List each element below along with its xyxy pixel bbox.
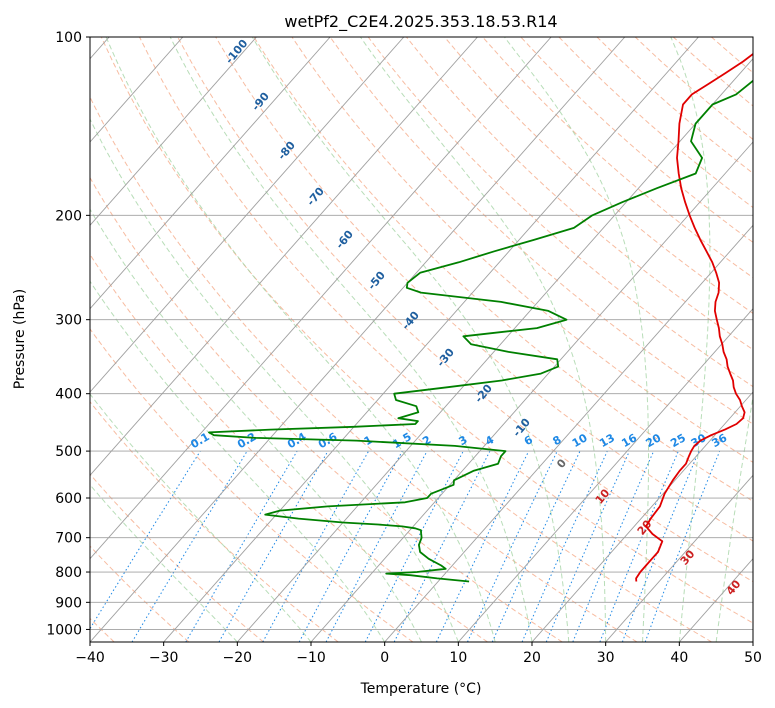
plot-frame [89, 36, 754, 643]
y-tick-label: 300 [55, 313, 82, 329]
isotherm-line [310, 141, 753, 642]
temperature-profile [635, 52, 753, 582]
isotherm-line [90, 37, 184, 143]
isotherm-line [605, 474, 753, 642]
dry-adiabat-line [253, 37, 753, 502]
profiles [208, 52, 753, 583]
x-axis-label: Temperature (°C) [360, 681, 482, 697]
x-tick-label: 0 [380, 650, 389, 666]
dry-adiabat-line [90, 400, 339, 642]
mixing-ratio-line [325, 450, 428, 642]
mixing-ratio-line [599, 450, 679, 642]
x-tick-label: 10 [449, 650, 467, 666]
isotherm-line [457, 307, 753, 642]
mixing-ratio-line [621, 450, 700, 642]
isotherm-line [90, 37, 626, 642]
isotherm-line [90, 37, 331, 310]
dry-adiabat-line [139, 37, 753, 624]
y-tick-label: 500 [55, 444, 82, 460]
isotherm-line [90, 37, 478, 477]
moist-adiabat-line [90, 393, 312, 642]
dry-adiabats [90, 37, 753, 642]
x-axis-ticks: −40 −30 −20 −10 0 10 20 30 40 50 [75, 642, 762, 666]
isotherm-line [90, 37, 257, 227]
moist-adiabat-line [504, 37, 649, 642]
mixing-ratio-line [644, 450, 721, 642]
y-tick-label: 700 [55, 531, 82, 547]
moist-adiabat-line [90, 117, 459, 642]
x-tick-label: 30 [597, 650, 615, 666]
dry-adiabat-line [444, 37, 753, 314]
mixing-ratio-line [545, 450, 630, 642]
moist-adiabat-line [715, 393, 753, 642]
mixing-ratio-line [298, 450, 403, 642]
y-tick-label: 600 [55, 491, 82, 507]
x-tick-label: 40 [670, 650, 688, 666]
moist-adiabats [90, 37, 753, 642]
moist-adiabat-line [90, 484, 238, 642]
plot-area: -100-90-80-70-60-50-40-30-20-10010203040… [90, 37, 753, 642]
mixing-ratio-line [572, 450, 655, 642]
x-tick-label: −40 [75, 650, 105, 666]
mixing-ratio-line [393, 450, 491, 642]
dry-adiabat-line [406, 37, 753, 351]
x-tick-label: −20 [223, 650, 253, 666]
isotherm-line [236, 57, 753, 642]
isotherm-line [90, 37, 405, 393]
pressure-gridlines [90, 37, 753, 630]
dewpoint-profile [208, 79, 753, 583]
x-tick-label: −30 [149, 650, 179, 666]
dry-adiabat-line [90, 95, 638, 642]
dry-adiabat-line [291, 37, 753, 463]
moist-adiabat-line [169, 37, 533, 642]
y-tick-label: 900 [55, 595, 82, 611]
dry-adiabat-line [329, 37, 753, 425]
dry-adiabat-line [100, 37, 712, 642]
dry-adiabat-line [90, 473, 264, 642]
moist-adiabat-line [105, 37, 496, 642]
y-tick-label: 100 [55, 30, 82, 46]
dry-adiabat-line [215, 37, 753, 542]
dry-adiabat-line [90, 253, 488, 642]
moist-adiabat-line [90, 280, 386, 642]
isotherm-line [531, 391, 753, 642]
x-tick-label: 20 [523, 650, 541, 666]
isotherm-line [384, 224, 753, 642]
isotherm-line [90, 37, 552, 560]
moist-adiabat-line [251, 37, 570, 642]
isotherms [90, 37, 753, 642]
mixing-ratio-line [262, 450, 370, 642]
dry-adiabat-line [90, 176, 563, 642]
y-axis-label: Pressure (hPa) [12, 289, 28, 389]
moist-adiabat-line [359, 37, 607, 642]
moist-adiabat-line [670, 37, 711, 642]
mixing-ratio-line [521, 450, 608, 642]
y-tick-label: 800 [55, 565, 82, 581]
y-tick-label: 1000 [46, 622, 82, 638]
x-tick-label: −10 [296, 650, 326, 666]
dry-adiabat-line [177, 37, 753, 583]
isotherm-line [163, 37, 699, 642]
y-tick-label: 200 [55, 208, 82, 224]
y-tick-label: 400 [55, 387, 82, 403]
y-axis-ticks: 100 200 300 400 500 600 700 800 900 1000 [46, 30, 90, 638]
moist-adiabat-line [90, 208, 422, 642]
x-tick-label: 50 [744, 650, 762, 666]
chart-title: wetPf2_C2E4.2025.353.18.53.R14 [284, 12, 557, 32]
